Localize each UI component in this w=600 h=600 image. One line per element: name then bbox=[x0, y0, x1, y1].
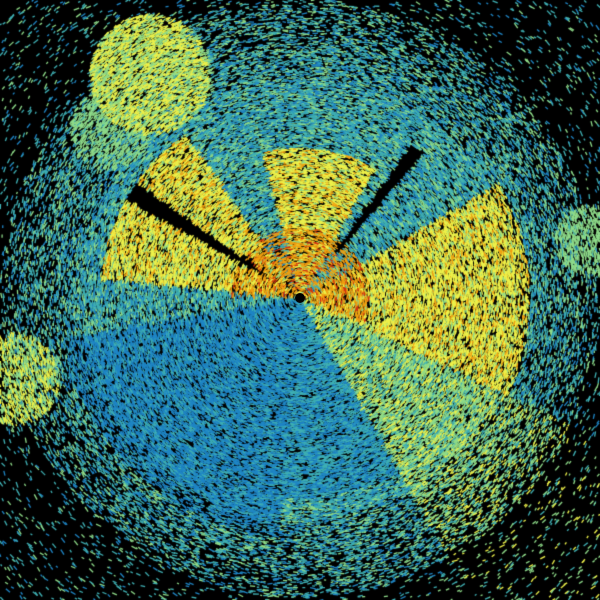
radar-center-marker bbox=[295, 293, 305, 303]
